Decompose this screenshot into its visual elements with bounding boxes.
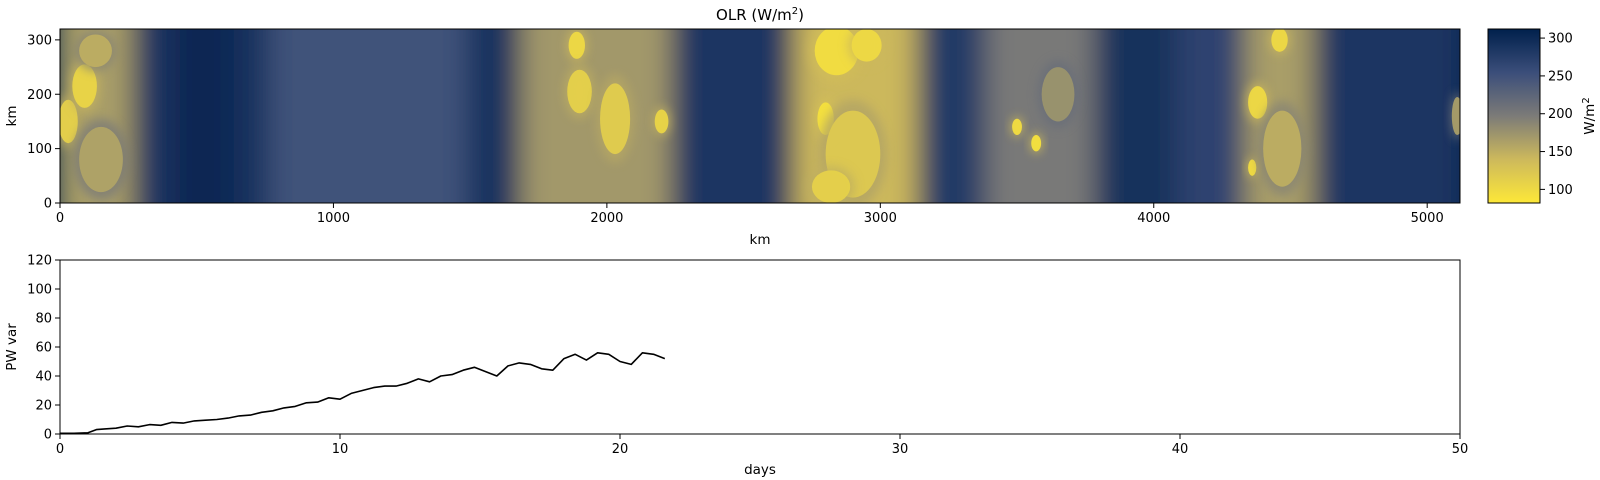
convective-cell-16 <box>1269 29 1290 55</box>
heatmap-y-tick-label-2: 200 <box>27 88 52 103</box>
heatmap-band-4 <box>269 29 475 203</box>
convective-cell-19 <box>1258 101 1307 197</box>
line-y-label: PW var <box>4 323 20 371</box>
heatmap-cells <box>60 29 1460 203</box>
line-x-tick-label-3: 30 <box>892 442 909 457</box>
convective-cell-18 <box>1247 157 1258 178</box>
convective-cell-1 <box>69 58 100 114</box>
convective-cell-2 <box>75 30 117 72</box>
line-x-ticks: 0 10 20 30 40 50 <box>56 434 1468 457</box>
convective-cell-4 <box>566 29 588 63</box>
line-x-tick-label-5: 50 <box>1452 442 1469 457</box>
heatmap-band-14 <box>1313 29 1460 203</box>
heatmap-y-tick-label-0: 0 <box>44 197 52 212</box>
line-y-tick-label-2: 40 <box>35 370 52 385</box>
convective-cell-12 <box>807 166 856 203</box>
heatmap-band-7 <box>671 29 803 203</box>
colorbar-ticks: 100 150 200 250 300 <box>1540 32 1573 198</box>
heatmap-y-ticks: 0 100 200 300 <box>27 33 60 212</box>
colorbar-tick-label-4: 300 <box>1548 32 1573 47</box>
heatmap-bands <box>60 29 1460 203</box>
colorbar-tick-label-0: 100 <box>1548 183 1573 198</box>
line-x-tick-label-2: 20 <box>612 442 629 457</box>
convective-cell-5 <box>564 64 595 119</box>
heatmap-x-label: km <box>750 232 771 248</box>
line-y-tick-label-4: 80 <box>35 312 52 327</box>
line-y-tick-label-5: 100 <box>27 283 52 298</box>
convective-cell-6 <box>596 74 634 163</box>
line-y-ticks: 0 20 40 60 80 100 120 <box>27 254 60 443</box>
line-y-tick-label-3: 60 <box>35 341 52 356</box>
line-y-tick-label-6: 120 <box>27 254 52 269</box>
convective-cell-0 <box>60 94 81 149</box>
convective-cell-3 <box>73 118 129 201</box>
heatmap-y-label: km <box>4 106 20 127</box>
colorbar-label: W/m2 <box>1581 97 1598 134</box>
line-x-tick-label-4: 40 <box>1172 442 1189 457</box>
colorbar-tick-label-3: 250 <box>1548 69 1573 84</box>
colorbar-gradient <box>1487 28 1541 204</box>
heatmap-x-tick-label-3: 3000 <box>864 211 897 226</box>
line-x-tick-label-1: 10 <box>332 442 349 457</box>
convective-cell-7 <box>653 106 671 137</box>
convective-cell-17 <box>1245 82 1270 123</box>
convective-cell-15 <box>1037 60 1079 129</box>
colorbar-tick-label-1: 150 <box>1548 145 1573 160</box>
olr-heatmap-panel: OLR (W/m2) 0 1000 2000 3000 4000 5000 0 100 200… <box>4 6 1461 248</box>
convective-cell-14 <box>1030 132 1043 154</box>
heatmap-band-11 <box>1095 29 1186 203</box>
heatmap-band-9 <box>917 29 994 203</box>
pw-var-panel: 0 10 20 30 40 50 0 20 40 60 80 100 120 days PW var <box>4 254 1468 479</box>
heatmap-band-2 <box>170 29 242 203</box>
line-plot-frame <box>59 259 1461 435</box>
line-y-tick-label-0: 0 <box>44 428 52 443</box>
colorbar-tick-label-2: 200 <box>1548 107 1573 122</box>
heatmap-band-12 <box>1177 29 1254 203</box>
olr-title: OLR (W/m2) <box>716 6 804 24</box>
heatmap-x-tick-label-1: 1000 <box>317 211 350 226</box>
colorbar: 100 150 200 250 300 W/m2 <box>1487 28 1598 204</box>
pw-var-series-line <box>60 351 666 435</box>
convective-cell-20 <box>1450 92 1460 140</box>
heatmap-x-ticks: 0 1000 2000 3000 4000 5000 <box>56 203 1444 226</box>
heatmap-x-tick-label-2: 2000 <box>590 211 623 226</box>
convective-cell-10 <box>847 29 886 66</box>
heatmap-x-tick-label-5: 5000 <box>1411 211 1444 226</box>
line-y-tick-label-1: 20 <box>35 399 52 414</box>
heatmap-x-tick-label-0: 0 <box>56 211 64 226</box>
heatmap-band-5 <box>466 29 529 203</box>
line-x-label: days <box>744 462 776 478</box>
line-x-tick-label-0: 0 <box>56 442 64 457</box>
heatmap-y-tick-label-3: 300 <box>27 33 52 48</box>
convective-cell-13 <box>1010 116 1024 138</box>
heatmap-y-tick-label-1: 100 <box>27 142 52 157</box>
heatmap-frame <box>59 28 1461 204</box>
heatmap-x-tick-label-4: 4000 <box>1137 211 1170 226</box>
